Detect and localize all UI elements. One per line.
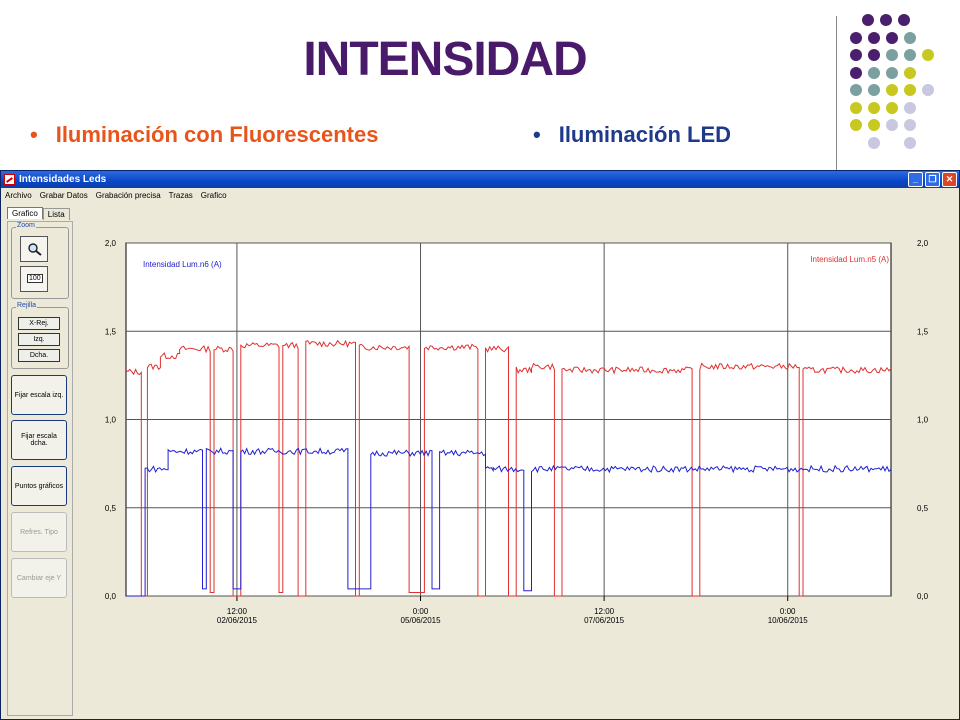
- menu-trazas[interactable]: Trazas: [168, 190, 193, 200]
- decor-dot: [904, 136, 916, 149]
- decor-dot: [904, 66, 916, 79]
- bullet-led: • Iluminación LED: [533, 122, 731, 148]
- decor-dot: [868, 31, 880, 44]
- slide-title: INTENSIDAD: [303, 33, 587, 86]
- decor-dot: [850, 84, 862, 96]
- decor-dot: [868, 66, 880, 79]
- window-title: Intensidades Leds: [19, 174, 107, 185]
- decor-dot: [904, 119, 916, 131]
- right-grid-button[interactable]: Dcha.: [18, 349, 60, 362]
- y-left-tick-label: 0,5: [105, 504, 117, 513]
- control-panel: Zoom 100 Rejilla X-Rej. Izq. Dcha. Fijar…: [7, 221, 73, 716]
- app-icon: [4, 174, 15, 185]
- close-button[interactable]: ✕: [942, 172, 957, 187]
- rejilla-label: Rejilla: [16, 302, 38, 309]
- decor-dots: [850, 14, 950, 154]
- x-tick-date: 07/06/2015: [584, 616, 625, 625]
- menu-grafico[interactable]: Grafico: [200, 190, 227, 200]
- y-left-tick-label: 1,0: [105, 416, 117, 425]
- change-y-axis-button[interactable]: Cambiar eje Y: [11, 558, 67, 598]
- decor-divider: [836, 16, 837, 172]
- decor-dot: [904, 31, 916, 44]
- decor-dot: [850, 31, 862, 44]
- restore-button[interactable]: ❐: [925, 172, 940, 187]
- series-line-n5: [125, 339, 892, 597]
- decor-dot: [886, 31, 898, 44]
- decor-dot: [868, 136, 880, 149]
- x-tick-time: 12:00: [594, 607, 615, 616]
- decor-dot: [868, 101, 880, 114]
- legend-n6: Intensidad Lum.n6 (A): [143, 260, 222, 269]
- decor-dot: [886, 49, 898, 61]
- x-tick-date: 05/06/2015: [401, 616, 442, 625]
- y-right-tick-label: 0,0: [917, 592, 929, 601]
- y-right-tick-label: 0,5: [917, 504, 929, 513]
- tab-lista[interactable]: Lista: [42, 208, 70, 220]
- app-window: Intensidades Leds _ ❐ ✕ Archivo Grabar D…: [0, 170, 960, 720]
- left-grid-button[interactable]: Izq.: [18, 333, 60, 346]
- x-tick-date: 10/06/2015: [768, 616, 809, 625]
- decor-dot: [850, 66, 862, 79]
- menu-grabar-datos[interactable]: Grabar Datos: [39, 190, 88, 200]
- decor-dot: [850, 49, 862, 61]
- legend-n5: Intensidad Lum.n5 (A): [810, 255, 889, 264]
- decor-dot: [898, 14, 910, 26]
- zoom-100-button[interactable]: 100: [20, 266, 48, 292]
- y-right-tick-label: 1,0: [917, 416, 929, 425]
- bullet-fluorescent-text: Iluminación con Fluorescentes: [55, 122, 379, 147]
- decor-dot: [850, 101, 862, 114]
- decor-dot: [868, 49, 880, 61]
- bullet-fluorescent: • Iluminación con Fluorescentes: [30, 122, 378, 148]
- grid-group: Rejilla X-Rej. Izq. Dcha.: [11, 302, 69, 369]
- fix-left-scale-button[interactable]: Fijar escala izq.: [11, 375, 67, 415]
- menu-bar: Archivo Grabar Datos Grabación precisa T…: [1, 188, 959, 202]
- current-chart[interactable]: 2,0 2,01,5 1,51,0 1,00,5 0,50,0 0,012:0002/06…: [81, 226, 951, 626]
- fix-right-scale-button[interactable]: Fijar escala dcha.: [11, 420, 67, 460]
- bullet-marker: •: [533, 122, 541, 147]
- decor-dot: [886, 84, 898, 96]
- decor-dot: [880, 14, 892, 26]
- y-left-tick-label: 1,5: [105, 327, 117, 336]
- zoom-100-label: 100: [27, 274, 43, 283]
- decor-dot: [868, 119, 880, 131]
- bullet-led-text: Iluminación LED: [558, 122, 732, 147]
- zoom-label: Zoom: [16, 222, 36, 229]
- magnifier-icon: [28, 243, 42, 256]
- refresh-type-button[interactable]: Refres. Tipo: [11, 512, 67, 552]
- decor-dot: [886, 66, 898, 79]
- y-right-tick-label: 1,5: [917, 327, 929, 336]
- window-titlebar[interactable]: Intensidades Leds _ ❐ ✕: [1, 171, 959, 188]
- x-tick-time: 0:00: [780, 607, 796, 616]
- menu-archivo[interactable]: Archivo: [5, 190, 32, 200]
- decor-dot: [904, 49, 916, 61]
- zoom-tool-button[interactable]: [20, 236, 48, 262]
- decor-dot: [904, 84, 916, 96]
- minimize-button[interactable]: _: [908, 172, 923, 187]
- bullet-marker: •: [30, 122, 38, 147]
- decor-dot: [862, 14, 874, 26]
- decor-dot: [904, 101, 916, 114]
- y-left-tick-label: 2,0: [105, 239, 117, 248]
- x-tick-time: 0:00: [413, 607, 429, 616]
- menu-grabacion-precisa[interactable]: Grabación precisa: [95, 190, 161, 200]
- y-left-tick-label: 0,0: [105, 592, 117, 601]
- y-right-tick-label: 2,0: [917, 239, 929, 248]
- series-line-n6: [126, 447, 892, 597]
- x-tick-time: 12:00: [227, 607, 248, 616]
- decor-dot: [850, 119, 862, 131]
- decor-dot: [922, 84, 934, 96]
- x-tick-date: 02/06/2015: [217, 616, 258, 625]
- decor-dot: [886, 119, 898, 131]
- decor-dot: [922, 49, 934, 61]
- tab-grafico[interactable]: Grafico: [7, 207, 43, 219]
- chart-points-button[interactable]: Puntos gráficos: [11, 466, 67, 506]
- zoom-group: Zoom 100: [11, 222, 69, 299]
- decor-dot: [886, 101, 898, 114]
- x-grid-button[interactable]: X-Rej.: [18, 317, 60, 330]
- decor-dot: [868, 84, 880, 96]
- tab-bar: Grafico Lista: [7, 207, 70, 220]
